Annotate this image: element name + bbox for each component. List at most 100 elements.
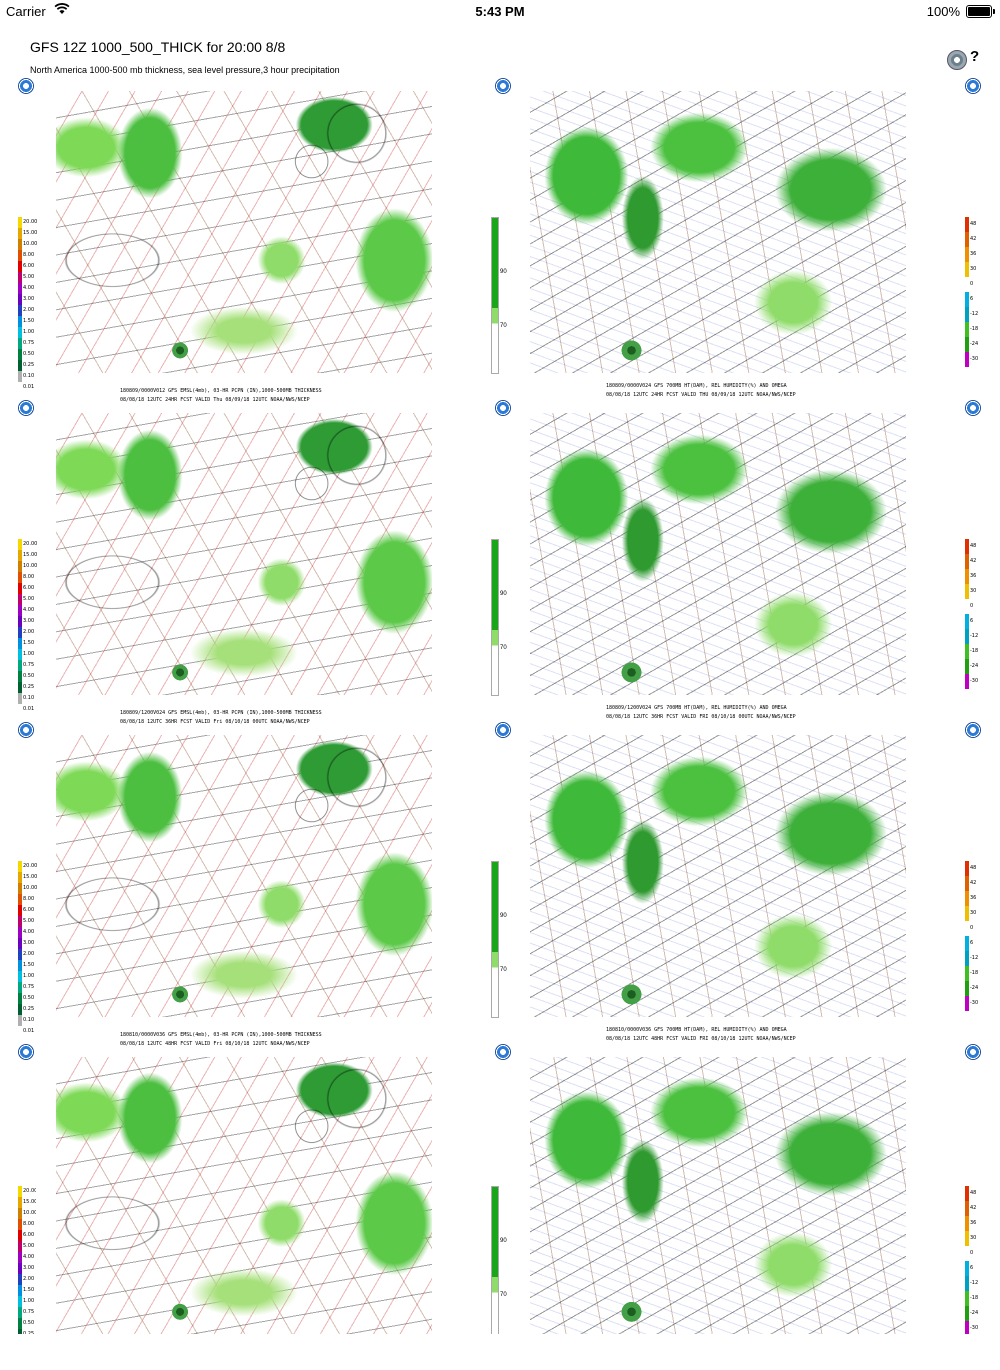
omega-legend-item: -12: [965, 951, 983, 966]
precip-legend-item: 0.25: [18, 1004, 36, 1015]
precip-legend-item: 5.00: [18, 594, 36, 605]
precip-legend-item: 6.00: [18, 905, 36, 916]
forecast-row-4: 20.00 15.00 10.00 8.00 6.00 5.00 4.00 3.00 2.00 1…: [0, 1044, 1000, 1370]
settings-gear-icon[interactable]: [947, 50, 967, 70]
noaa-logo-icon[interactable]: [18, 1044, 34, 1060]
precip-legend-item: 0.75: [18, 338, 36, 349]
rh-omega-map[interactable]: [530, 413, 906, 695]
omega-legend-item: -24: [965, 981, 983, 996]
carrier-label: Carrier: [6, 4, 46, 19]
rh-legend-label: 90: [500, 1238, 507, 1244]
precip-legend-item: 3.00: [18, 294, 36, 305]
omega-legend-item: -18: [965, 322, 983, 337]
rh-omega-map[interactable]: [530, 91, 906, 373]
rh-legend: 90 70: [491, 1186, 509, 1334]
precip-legend-item: 1.00: [18, 1296, 36, 1307]
omega-legend-item: -18: [965, 966, 983, 981]
precip-legend: 20.00 15.00 10.00 8.00 6.00 5.00 4.00 3.00 2.00 1…: [18, 217, 37, 393]
rh-omega-map[interactable]: [530, 735, 906, 1017]
noaa-logo-icon[interactable]: [18, 78, 34, 94]
header: GFS 12Z 1000_500_THICK for 20:00 8/8 Nor…: [0, 22, 1000, 82]
omega-legend-item: 36: [965, 891, 983, 906]
omega-legend-item: 48: [965, 1186, 983, 1201]
precip-legend-item: 0.50: [18, 1318, 36, 1329]
omega-legend-item: 6: [965, 614, 983, 629]
help-icon[interactable]: ?: [970, 48, 980, 65]
rh-legend: 90 70: [491, 217, 509, 374]
omega-legend-item: -12: [965, 629, 983, 644]
omega-legend-item: 42: [965, 554, 983, 569]
rh-legend-label: 70: [500, 967, 507, 973]
rh-legend-bar: [491, 217, 499, 374]
omega-legend-item: 6: [965, 936, 983, 951]
rh-legend-label: 90: [500, 269, 507, 275]
omega-legend-item: 30: [965, 906, 983, 921]
rh-legend-label: 90: [500, 913, 507, 919]
rh-legend-label: 70: [500, 645, 507, 651]
left-map-caption: 180810/0000V036 GFS EMSL(4mb), 03-HR PCP…: [120, 1032, 322, 1047]
forecast-row-1: 20.00 15.00 10.00 8.00 6.00 5.00 4.00 3.00 2.00 1…: [0, 78, 1000, 404]
omega-legend-item: 0: [965, 1246, 983, 1261]
thickness-map[interactable]: [56, 91, 432, 373]
omega-legend-item: 30: [965, 584, 983, 599]
precip-legend-item: 6.00: [18, 1230, 36, 1241]
precip-legend-item: 15.00: [18, 550, 37, 561]
precip-legend-item: 0.25: [18, 360, 36, 371]
omega-legend-item: 42: [965, 1201, 983, 1216]
noaa-logo-icon[interactable]: [495, 78, 511, 94]
right-map-caption: 180809/1200V024 GFS 700MB HT(DAM), REL H…: [606, 705, 796, 720]
noaa-logo-icon[interactable]: [495, 1044, 511, 1060]
page-subtitle: North America 1000-500 mb thickness, sea…: [30, 65, 340, 75]
rh-legend-label: 70: [500, 323, 507, 329]
noaa-logo-icon[interactable]: [18, 722, 34, 738]
precip-legend-item: 15.00: [18, 1197, 36, 1208]
precip-legend-item: 0.25: [18, 682, 36, 693]
omega-legend-item: 36: [965, 1216, 983, 1231]
omega-legend-item: 0: [965, 599, 983, 614]
precip-legend-item: 1.50: [18, 638, 36, 649]
noaa-logo-icon[interactable]: [965, 400, 981, 416]
rh-legend-label: 90: [500, 591, 507, 597]
rh-legend-bar: [491, 539, 499, 696]
thickness-map[interactable]: [56, 735, 432, 1017]
thickness-map[interactable]: [56, 1057, 432, 1334]
precip-legend-item: 1.00: [18, 327, 36, 338]
omega-legend-item: -30: [965, 352, 983, 367]
rh-legend-bar: [491, 1186, 499, 1334]
right-map-caption: 180809/0000V024 GFS 700MB HT(DAM), REL H…: [606, 383, 796, 398]
page-title: GFS 12Z 1000_500_THICK for 20:00 8/8: [30, 39, 286, 55]
rh-legend-label: 70: [500, 1292, 507, 1298]
precip-legend-item: 3.00: [18, 1263, 36, 1274]
omega-legend-item: -30: [965, 996, 983, 1011]
noaa-logo-icon[interactable]: [18, 400, 34, 416]
precip-legend-item: 10.00: [18, 1208, 36, 1219]
noaa-logo-icon[interactable]: [965, 722, 981, 738]
omega-legend-item: -30: [965, 1321, 983, 1334]
precip-legend-item: 0.25: [18, 1329, 36, 1334]
omega-legend: 48 42 36 30 0 6 -12 -18 -24 -30: [965, 1186, 983, 1334]
precip-legend-item: 1.50: [18, 316, 36, 327]
precip-legend-item: 4.00: [18, 927, 36, 938]
omega-legend: 48 42 36 30 0 6 -12 -18 -24 -30: [965, 861, 983, 1016]
omega-legend-item: 0: [965, 277, 983, 292]
thickness-map[interactable]: [56, 413, 432, 695]
precip-legend-item: 0.01: [18, 382, 36, 393]
precip-legend-item: 1.50: [18, 1285, 36, 1296]
omega-legend-item: -18: [965, 1291, 983, 1306]
precip-legend-item: 0.10: [18, 693, 36, 704]
rh-omega-map[interactable]: [530, 1057, 906, 1334]
precip-legend-item: 20.00: [18, 861, 37, 872]
battery-percent: 100%: [926, 4, 960, 19]
precip-legend-item: 15.00: [18, 228, 37, 239]
precip-legend-item: 5.00: [18, 272, 36, 283]
omega-legend-item: 6: [965, 292, 983, 307]
noaa-logo-icon[interactable]: [495, 722, 511, 738]
precip-legend-item: 4.00: [18, 605, 36, 616]
omega-legend-item: 30: [965, 1231, 983, 1246]
omega-legend-item: -12: [965, 307, 983, 322]
noaa-logo-icon[interactable]: [495, 400, 511, 416]
noaa-logo-icon[interactable]: [965, 1044, 981, 1060]
precip-legend-item: 1.00: [18, 971, 36, 982]
left-map-caption: 180809/0000V012 GFS EMSL(4mb), 03-HR PCP…: [120, 388, 322, 403]
noaa-logo-icon[interactable]: [965, 78, 981, 94]
